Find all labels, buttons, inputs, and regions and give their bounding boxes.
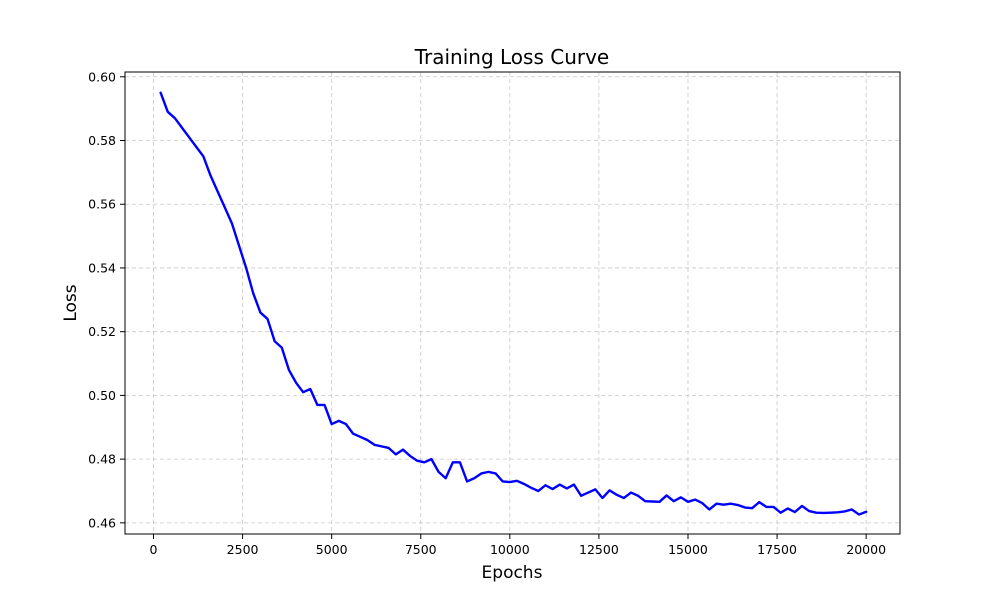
y-tick-label: 0.52 [88,324,116,339]
x-tick-label: 20000 [846,542,886,557]
grid [125,72,900,534]
y-tick-label: 0.54 [88,260,116,275]
y-axis: 0.46 0.48 0.50 0.52 0.54 0.56 0.58 0.60 [88,69,125,530]
plot-frame [124,71,901,535]
x-tick-label: 10000 [490,542,530,557]
x-tick-label: 12500 [579,542,619,557]
x-tick-label: 5000 [316,542,348,557]
x-tick-label: 7500 [405,542,437,557]
x-axis-label: Epochs [482,563,543,583]
y-tick-label: 0.56 [88,197,116,212]
y-tick-label: 0.58 [88,133,116,148]
x-tick-label: 0 [150,542,158,557]
x-axis: 0 2500 5000 7500 10000 12500 15000 17500 20000 [150,534,886,557]
y-tick-label: 0.60 [88,69,116,84]
y-axis-label: Loss [61,284,81,321]
x-tick-label: 15000 [668,542,708,557]
series-group [159,91,868,516]
chart-title: Training Loss Curve [414,45,610,69]
y-tick-label: 0.46 [88,515,116,530]
loss-series-line [159,91,868,516]
y-tick-label: 0.50 [88,388,116,403]
y-tick-label: 0.48 [88,452,116,467]
x-tick-label: 17500 [757,542,797,557]
x-tick-label: 2500 [227,542,259,557]
